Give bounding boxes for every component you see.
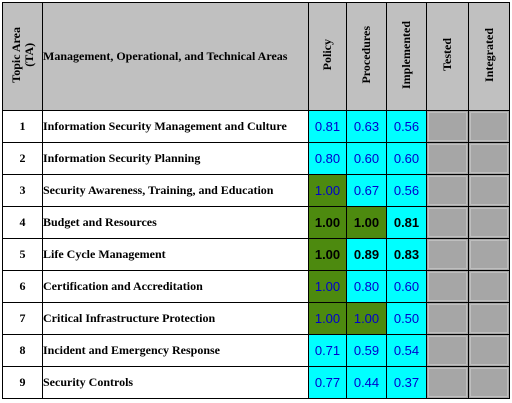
integrated-cell <box>468 174 510 207</box>
procedures-score: 1.00 <box>346 206 387 239</box>
topic-area-number: 6 <box>2 270 43 303</box>
procedures-header: Procedures <box>346 2 387 111</box>
procedures-score: 0.59 <box>346 334 387 367</box>
area-name: Incident and Emergency Response <box>42 334 309 367</box>
policy-score: 1.00 <box>308 174 347 207</box>
policy-score: 1.00 <box>308 270 347 303</box>
area-name: Security Controls <box>42 366 309 399</box>
area-name: Certification and Accreditation <box>42 270 309 303</box>
table-row: 1 Information Security Management and Cul… <box>2 110 510 143</box>
procedures-score: 0.67 <box>346 174 387 207</box>
table-row: 8 Incident and Emergency Response 0.71 0.59… <box>2 334 510 367</box>
procedures-score: 0.44 <box>346 366 387 399</box>
tested-cell <box>426 142 469 175</box>
topic-area-header: Topic Area (TA) <box>2 2 43 111</box>
topic-area-number: 3 <box>2 174 43 207</box>
table-row: 9 Security Controls 0.77 0.44 0.37 <box>2 366 510 399</box>
tested-cell <box>426 110 469 143</box>
area-name: Information Security Planning <box>42 142 309 175</box>
integrated-cell <box>468 238 510 271</box>
policy-score: 1.00 <box>308 206 347 239</box>
implemented-header: Implemented <box>386 2 427 111</box>
integrated-cell <box>468 334 510 367</box>
header-row: Topic Area (TA) Management, Operational,… <box>2 2 510 111</box>
implemented-score: 0.60 <box>386 270 427 303</box>
implemented-score: 0.56 <box>386 174 427 207</box>
area-name: Budget and Resources <box>42 206 309 239</box>
procedures-score: 0.63 <box>346 110 387 143</box>
topic-area-number: 1 <box>2 110 43 143</box>
integrated-header: Integrated <box>468 2 510 111</box>
table-row: 2 Information Security Planning 0.80 0.60 0.… <box>2 142 510 175</box>
implemented-score: 0.81 <box>386 206 427 239</box>
area-name: Information Security Management and Cult… <box>42 110 309 143</box>
procedures-score: 0.60 <box>346 142 387 175</box>
areas-header: Management, Operational, and Technical A… <box>42 2 309 111</box>
policy-score: 0.81 <box>308 110 347 143</box>
tested-cell <box>426 238 469 271</box>
topic-area-number: 7 <box>2 302 43 335</box>
integrated-cell <box>468 270 510 303</box>
policy-score: 1.00 <box>308 238 347 271</box>
integrated-cell <box>468 110 510 143</box>
area-name: Security Awareness, Training, and Educat… <box>42 174 309 207</box>
integrated-cell <box>468 366 510 399</box>
tested-header: Tested <box>426 2 469 111</box>
table-row: 4 Budget and Resources 1.00 1.00 0.81 <box>2 206 510 239</box>
topic-area-number: 2 <box>2 142 43 175</box>
tested-cell <box>426 270 469 303</box>
tested-cell <box>426 174 469 207</box>
topic-area-number: 5 <box>2 238 43 271</box>
policy-score: 0.80 <box>308 142 347 175</box>
implemented-score: 0.83 <box>386 238 427 271</box>
procedures-score: 0.89 <box>346 238 387 271</box>
implemented-score: 0.56 <box>386 110 427 143</box>
tested-cell <box>426 302 469 335</box>
assessment-table: Topic Area (TA) Management, Operational,… <box>2 2 510 399</box>
policy-score: 0.77 <box>308 366 347 399</box>
tested-cell <box>426 206 469 239</box>
table-row: 3 Security Awareness, Training, and Educa… <box>2 174 510 207</box>
procedures-score: 1.00 <box>346 302 387 335</box>
topic-area-number: 9 <box>2 366 43 399</box>
policy-score: 0.71 <box>308 334 347 367</box>
tested-cell <box>426 334 469 367</box>
implemented-score: 0.60 <box>386 142 427 175</box>
implemented-score: 0.37 <box>386 366 427 399</box>
policy-score: 1.00 <box>308 302 347 335</box>
tested-cell <box>426 366 469 399</box>
table-row: 5 Life Cycle Management 1.00 0.89 0.83 <box>2 238 510 271</box>
implemented-score: 0.54 <box>386 334 427 367</box>
implemented-score: 0.50 <box>386 302 427 335</box>
table-row: 6 Certification and Accreditation 1.00 0.80… <box>2 270 510 303</box>
procedures-score: 0.80 <box>346 270 387 303</box>
area-name: Critical Infrastructure Protection <box>42 302 309 335</box>
policy-header: Policy <box>308 2 347 111</box>
integrated-cell <box>468 142 510 175</box>
topic-area-number: 4 <box>2 206 43 239</box>
area-name: Life Cycle Management <box>42 238 309 271</box>
topic-area-number: 8 <box>2 334 43 367</box>
integrated-cell <box>468 206 510 239</box>
table-row: 7 Critical Infrastructure Protection 1.00 1… <box>2 302 510 335</box>
integrated-cell <box>468 302 510 335</box>
